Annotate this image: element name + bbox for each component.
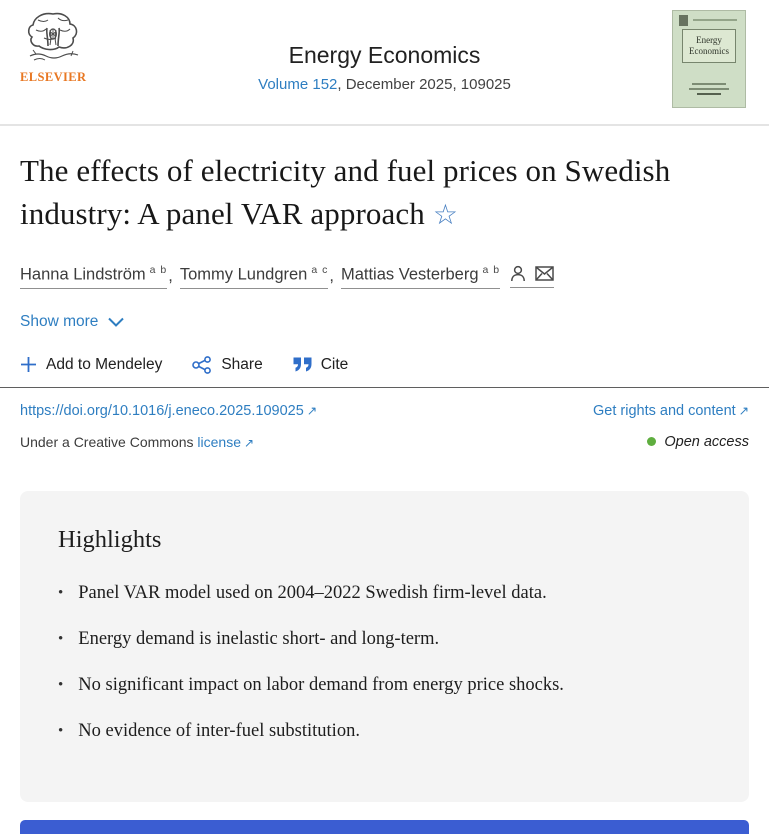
journal-issue-line: Volume 152, December 2025, 109025: [0, 76, 769, 93]
chevron-down-icon: [108, 317, 125, 327]
show-more-button[interactable]: Show more: [20, 312, 125, 331]
author-link[interactable]: Hanna Lindström a b: [20, 264, 168, 289]
volume-link[interactable]: Volume 152: [258, 76, 338, 93]
journal-cover-thumbnail[interactable]: Energy Economics: [672, 10, 746, 108]
highlight-item: • Energy demand is inelastic short- and l…: [58, 627, 711, 652]
email-envelope-icon[interactable]: [535, 266, 554, 281]
license-link[interactable]: license ↗: [197, 433, 254, 450]
cover-top-text-line: [693, 19, 737, 21]
external-link-icon: ↗: [244, 435, 254, 450]
bullet-icon: •: [58, 676, 64, 693]
open-access-label: Open access: [664, 433, 749, 450]
bullet-icon: •: [58, 722, 64, 739]
share-nodes-icon: [192, 355, 212, 374]
author-meta-icons: [510, 265, 555, 288]
highlights-heading: Highlights: [58, 525, 162, 553]
add-to-mendeley-button[interactable]: Add to Mendeley: [20, 356, 162, 374]
elsevier-tree-icon: [27, 12, 79, 61]
action-toolbar: Add to Mendeley Share Cite: [20, 356, 749, 374]
highlight-item: • Panel VAR model used on 2004–2022 Swedi…: [58, 581, 711, 606]
footnote-star-icon[interactable]: ☆: [432, 200, 459, 231]
external-link-icon: ↗: [306, 403, 318, 418]
corresponding-author-icon[interactable]: [510, 265, 526, 282]
bullet-icon: •: [58, 630, 64, 647]
highlight-item: • No evidence of inter-fuel substitution.: [58, 719, 711, 744]
cover-footer-line: [697, 93, 721, 95]
share-button[interactable]: Share: [192, 355, 263, 374]
license-statement: Under a Creative Commons license ↗: [20, 433, 254, 450]
elsevier-wordmark: ELSEVIER: [20, 70, 87, 84]
article-title: The effects of electricity and fuel pric…: [20, 153, 671, 231]
cite-button[interactable]: Cite: [293, 356, 348, 374]
doi-row: https://doi.org/10.1016/j.eneco.2025.109…: [20, 403, 749, 419]
journal-header: ELSEVIER Energy Economics Volume 152, De…: [0, 0, 769, 126]
author-list: Hanna Lindström a b, Tommy Lundgren a c, M…: [20, 264, 749, 289]
author-separator: ,: [329, 266, 334, 285]
plus-icon: [21, 357, 36, 372]
cite-quotes-icon: [293, 357, 312, 372]
issue-info: , December 2025, 109025: [337, 76, 511, 93]
cover-mini-logo: [679, 15, 688, 26]
author-link[interactable]: Mattias Vesterberg a b: [340, 264, 501, 289]
highlight-item: • No significant impact on labor demand f…: [58, 673, 711, 698]
author-separator: ,: [168, 266, 173, 285]
external-link-icon: ↗: [738, 403, 749, 418]
author-affiliations: a c: [311, 264, 329, 276]
highlights-list: • Panel VAR model used on 2004–2022 Swedi…: [58, 581, 711, 744]
highlights-box: Highlights • Panel VAR model used on 2004…: [20, 490, 749, 802]
author-affiliations: a b: [149, 264, 168, 276]
get-rights-link[interactable]: Get rights and content ↗: [593, 402, 749, 419]
cover-footer-line: [692, 83, 726, 85]
cover-title-panel: Energy Economics: [682, 29, 736, 63]
license-row: Under a Creative Commons license ↗ Open a…: [20, 434, 749, 450]
journal-head: Energy Economics Volume 152, December 20…: [0, 0, 769, 93]
toolbar-divider: [0, 386, 769, 388]
show-more-label: Show more: [20, 312, 99, 330]
open-access-dot-icon: [647, 437, 657, 446]
next-section-partial-banner: [20, 820, 749, 834]
cover-footer-line: [689, 88, 729, 90]
article-main: The effects of electricity and fuel pric…: [0, 149, 769, 802]
open-access-badge: Open access: [647, 434, 749, 450]
elsevier-logo[interactable]: ELSEVIER: [20, 10, 86, 85]
journal-title[interactable]: Energy Economics: [288, 42, 481, 68]
bullet-icon: •: [58, 584, 64, 601]
author-link[interactable]: Tommy Lundgren a c: [179, 264, 329, 289]
author-affiliations: a b: [482, 264, 501, 276]
cover-title: Energy Economics: [689, 35, 729, 56]
doi-link[interactable]: https://doi.org/10.1016/j.eneco.2025.109…: [20, 402, 318, 419]
